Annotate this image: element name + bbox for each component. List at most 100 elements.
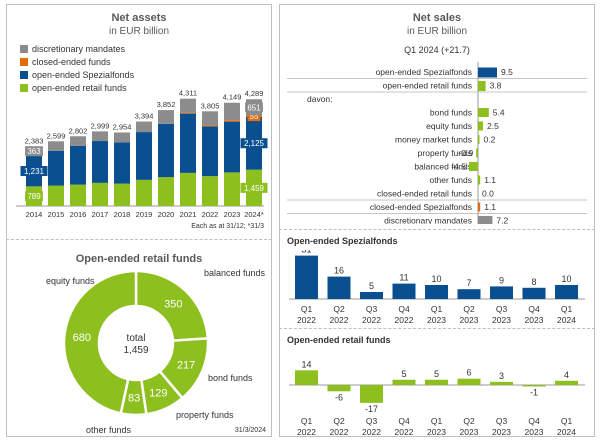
sales-value: 5.4 <box>493 108 505 118</box>
right-panel <box>279 4 595 437</box>
spezial-quarterly-chart: 31165111079810Q12022Q22022Q32022Q42022Q1… <box>289 250 585 325</box>
year-label: 2022 <box>395 315 414 325</box>
bar-segment <box>224 120 240 122</box>
bar-segment <box>136 132 152 180</box>
quarter-value: 5 <box>434 369 439 379</box>
retail-pie-chart: 350 balanced funds 217 bond funds 129 propert… <box>46 268 266 435</box>
quarter-value: 10 <box>561 274 571 284</box>
pie-center-label: total <box>127 333 146 344</box>
quarter-value: -6 <box>335 392 343 402</box>
year-label: 2022 <box>362 427 381 437</box>
quarter-value: 4 <box>564 370 569 380</box>
sales-bar <box>478 216 493 224</box>
category-label: open-ended Spezialfonds <box>376 67 472 77</box>
category-label: davon: <box>307 94 333 104</box>
bar-segment <box>224 172 240 206</box>
x-tick-label: 2017 <box>92 210 109 219</box>
slice-label: balanced funds <box>204 268 266 278</box>
x-tick-label: 2022 <box>202 210 219 219</box>
bar-segment <box>224 102 240 121</box>
x-tick-label: 2018 <box>114 210 131 219</box>
sales-value: 1.1 <box>484 202 496 212</box>
bar-segment <box>114 183 130 206</box>
quarter-bar <box>295 255 318 299</box>
net-sales-subtitle: in EUR billion <box>406 26 468 37</box>
year-label: 2022 <box>330 427 349 437</box>
quarter-value: 6 <box>466 368 471 378</box>
retail-quarterly-chart: 14-6-175 5 6 3-14Q12022Q22022Q32022Q42022Q1… <box>289 359 585 437</box>
quarter-value: 31 <box>301 250 311 255</box>
sales-bar <box>478 108 489 117</box>
quarter-value: -1 <box>530 388 538 398</box>
quarter-label: Q2 <box>333 416 345 426</box>
quarter-bar <box>327 276 351 299</box>
quarter-value: 5 <box>401 369 406 379</box>
year-label: 2022 <box>297 427 316 437</box>
quarter-label: Q4 <box>398 416 410 426</box>
quarter-label: Q4 <box>528 416 540 426</box>
slice-value: 350 <box>164 298 182 310</box>
quarter-label: Q3 <box>366 416 378 426</box>
legend-swatch <box>20 45 28 53</box>
bar-segment <box>136 121 152 133</box>
year-label: 2023 <box>460 427 479 437</box>
category-label: open-ended retail funds <box>383 81 472 91</box>
legend-retail: open-ended retail funds <box>20 83 127 93</box>
x-tick-label: 2016 <box>70 210 87 219</box>
x-tick-label: 2021 <box>180 210 197 219</box>
bar-segment <box>114 142 130 184</box>
quarter-label: Q1 <box>561 304 573 314</box>
divider <box>279 328 595 329</box>
bar-segment <box>180 113 196 173</box>
legend-label: discretionary mandates <box>32 44 126 54</box>
total-label: 4,311 <box>179 90 197 98</box>
bar-segment <box>92 141 108 183</box>
legend-discretionary: discretionary mandates <box>20 44 125 54</box>
quarter-bar <box>457 378 481 385</box>
pie-center-value: 1,459 <box>123 345 148 356</box>
category-label: discretionary mandates <box>384 216 472 225</box>
data-label-bg <box>25 191 43 202</box>
total-label: 2,999 <box>91 121 110 130</box>
year-label: 2022 <box>362 315 381 325</box>
legend-spezial: open-ended Spezialfonds <box>20 70 134 80</box>
bar-segment <box>202 125 218 127</box>
slice-label: other funds <box>86 425 132 435</box>
quarter-bar <box>555 380 578 385</box>
legend-label: open-ended retail funds <box>32 83 127 93</box>
net-sales-title: Net sales <box>412 12 462 24</box>
total-label: 3,805 <box>201 101 220 110</box>
slice-label: equity funds <box>46 276 95 286</box>
slice-value: 129 <box>149 388 167 400</box>
quarter-label: Q1 <box>301 416 313 426</box>
quarter-value: 9 <box>499 275 504 285</box>
retail-q-title: Open-ended retail funds <box>287 335 391 345</box>
legend-swatch <box>20 71 28 79</box>
quarter-label: Q2 <box>333 304 345 314</box>
quarter-bar <box>555 285 578 299</box>
slice-value: 680 <box>73 332 91 344</box>
bar-segment <box>70 184 86 206</box>
category-label: closed-ended retail funds <box>377 189 472 199</box>
quarter-bar <box>360 292 383 299</box>
bar-segment <box>180 112 196 114</box>
total-label: 2,954 <box>113 122 132 131</box>
total-label: 2,599 <box>47 131 66 140</box>
bar-segment <box>202 126 218 177</box>
quarter-label: Q1 <box>431 416 443 426</box>
quarter-label: Q2 <box>463 416 475 426</box>
quarter-value: 16 <box>334 266 344 276</box>
sales-value: -0.9 <box>459 148 474 158</box>
quarter-bar <box>490 286 513 299</box>
quarter-bar <box>425 379 448 385</box>
total-label: 4,149 <box>223 93 242 102</box>
quarter-label: Q4 <box>398 304 410 314</box>
bar-segment <box>180 172 196 206</box>
bar-segment <box>158 110 174 124</box>
sales-bar <box>478 202 481 212</box>
quarter-bar <box>522 385 546 387</box>
x-tick-label: 2020 <box>158 210 175 219</box>
data-label: 651 <box>247 103 261 112</box>
data-label: 2,125 <box>244 139 265 148</box>
quarter-label: Q1 <box>561 416 573 426</box>
